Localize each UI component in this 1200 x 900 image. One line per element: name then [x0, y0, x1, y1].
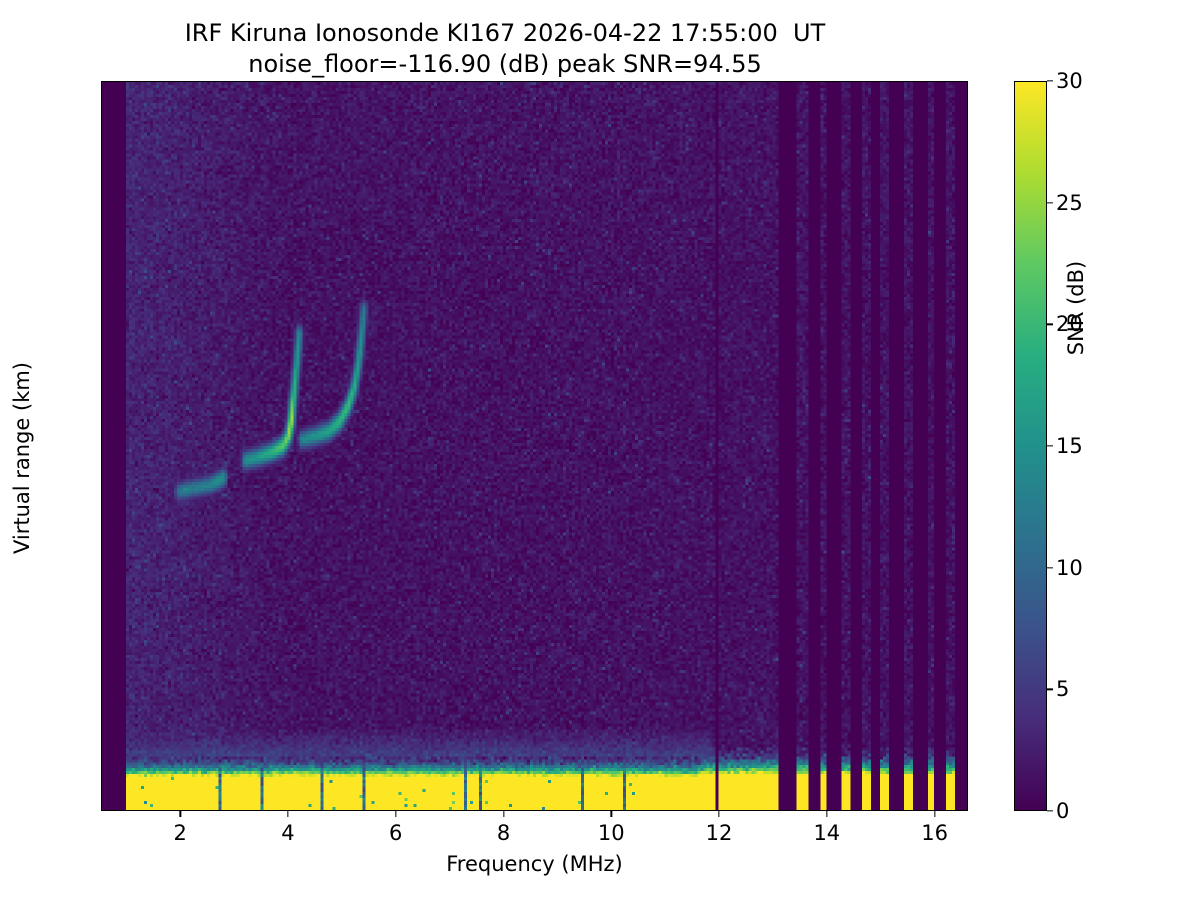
colorbar-label: SNR (dB)	[1064, 260, 1088, 356]
x-tick-mark	[933, 811, 936, 817]
colorbar-tick-mark	[1047, 688, 1053, 690]
x-tick-label: 16	[921, 821, 948, 845]
colorbar: 0 5 10 15 20 25 30	[1014, 69, 1083, 823]
colorbar-tick-label: 25	[1056, 190, 1083, 215]
x-tick-label: 12	[705, 821, 733, 845]
x-tick-mark	[610, 811, 612, 817]
colorbar-tick-mark	[1047, 202, 1053, 204]
x-tick-mark	[826, 811, 828, 817]
colorbar-tick-mark	[1047, 80, 1053, 82]
x-tick-mark	[179, 811, 181, 817]
ionogram-plot-area	[101, 81, 968, 811]
x-tick-mark	[395, 811, 397, 817]
x-tick-label: 4	[281, 821, 295, 845]
colorbar-tick-label: 5	[1056, 677, 1070, 702]
y-axis-label: Virtual range (km)	[10, 361, 34, 555]
colorbar-tick-mark	[1047, 323, 1053, 325]
title-line-1: IRF Kiruna Ionosonde KI167 2026-04-22 17…	[184, 19, 826, 47]
x-tick-label: 6	[389, 821, 403, 845]
title-line-2: noise_floor=-116.90 (dB) peak SNR=94.55	[248, 50, 762, 79]
colorbar-tick-mark	[1047, 445, 1053, 447]
x-tick-label: 2	[173, 821, 187, 845]
x-tick-label: 8	[496, 821, 511, 845]
colorbar-tick-label: 10	[1056, 555, 1083, 580]
x-tick-mark	[287, 811, 289, 817]
x-tick-mark	[718, 811, 720, 817]
colorbar-tick-label: 20	[1056, 312, 1083, 337]
colorbar-tick-label: 30	[1056, 69, 1083, 93]
x-axis-label: Frequency (MHz)	[446, 852, 623, 876]
colorbar-tick-mark	[1047, 567, 1053, 569]
x-tick-label: 10	[597, 821, 625, 845]
colorbar-tick-label: 0	[1056, 799, 1070, 823]
x-tick-label: 14	[813, 821, 841, 845]
figure-title: IRF Kiruna Ionosonde KI167 2026-04-22 17…	[0, 18, 1010, 80]
ionogram-heatmap	[102, 82, 967, 810]
x-tick-mark	[502, 811, 505, 817]
colorbar-gradient	[1014, 81, 1047, 811]
colorbar-tick-mark	[1047, 810, 1053, 812]
colorbar-tick-label: 15	[1056, 434, 1083, 458]
